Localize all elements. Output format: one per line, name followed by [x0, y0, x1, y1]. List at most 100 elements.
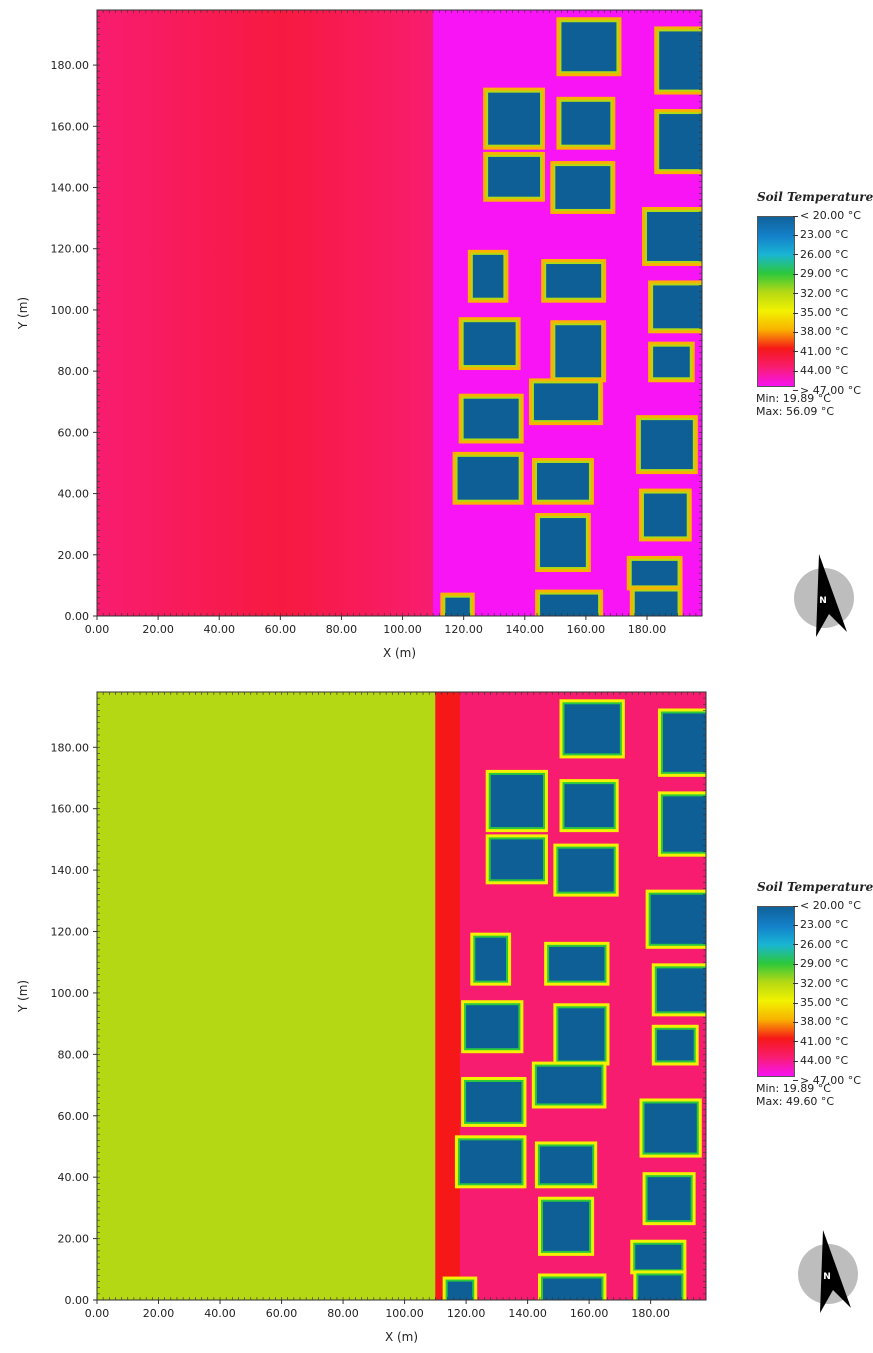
- legend-2: Soil Temperature < 20.00 °C 23.00 °C 26.00…: [752, 880, 873, 1108]
- x-tick-label: 100.00: [383, 623, 422, 636]
- plot-frame: [96, 691, 707, 1301]
- building: [638, 1275, 682, 1300]
- building: [472, 254, 504, 298]
- north-arrow-icon: N: [794, 554, 854, 637]
- x-tick-label: 60.00: [266, 1307, 298, 1320]
- building: [463, 322, 516, 366]
- street-band: [433, 10, 458, 616]
- building: [540, 518, 586, 568]
- legend-title: Soil Temperature: [757, 880, 873, 894]
- building: [644, 1103, 697, 1153]
- y-tick-label: 60.00: [58, 1110, 90, 1123]
- y-axis-title: Y (m): [16, 980, 30, 1013]
- building: [555, 325, 602, 378]
- building: [561, 22, 617, 72]
- open-area-shading: [97, 692, 436, 1300]
- y-tick-label: 160.00: [51, 120, 90, 133]
- y-tick-label: 140.00: [51, 182, 90, 195]
- building: [546, 264, 602, 298]
- x-axis-title: X (m): [385, 1330, 418, 1344]
- y-axis-title: Y (m): [16, 297, 30, 330]
- building: [564, 784, 614, 828]
- y-tick-label: 40.00: [58, 488, 90, 501]
- legend-label: < 20.00 °C: [793, 900, 861, 912]
- color-bar: [757, 906, 795, 1077]
- legend-label: 26.00 °C: [793, 248, 848, 261]
- legend-label: 29.00 °C: [793, 268, 848, 280]
- x-tick-label: 40.00: [203, 623, 235, 636]
- building: [650, 894, 706, 944]
- y-tick-label: 180.00: [51, 741, 90, 754]
- map-panel-2: 0.00 20.00 40.00 60.00 80.00 100.00 120.00 140.…: [0, 676, 873, 1353]
- x-tick-label: 0.00: [85, 623, 110, 636]
- y-tick-label: 0.00: [65, 1294, 90, 1307]
- building: [542, 1201, 590, 1251]
- y-tick-label: 60.00: [58, 426, 90, 439]
- building: [539, 1146, 593, 1184]
- building: [457, 456, 519, 500]
- legend-label: 29.00 °C: [793, 958, 848, 970]
- x-tick-label: 80.00: [327, 1307, 359, 1320]
- heatmap-plot-2: 0.00 20.00 40.00 60.00 80.00 100.00 120.00 140.…: [16, 691, 707, 1344]
- building: [662, 713, 706, 772]
- building: [466, 1081, 522, 1122]
- map-panel-1: 0.00 20.00 40.00 60.00 80.00 100.00 120.00 140.…: [0, 0, 873, 676]
- x-tick-label: 80.00: [326, 623, 358, 636]
- legend-label: 23.00 °C: [793, 919, 848, 931]
- y-tick-label: 80.00: [58, 1048, 90, 1061]
- building: [558, 1008, 605, 1061]
- building: [558, 848, 614, 892]
- legend-label: 41.00 °C: [793, 345, 848, 358]
- heatmap-plot-1: 0.00 20.00 40.00 60.00 80.00 100.00 120.00 140.…: [16, 9, 703, 660]
- x-tick-label: 120.00: [447, 1307, 486, 1320]
- x-tick-label: 180.00: [631, 1307, 670, 1320]
- legend-label: 35.00 °C: [793, 997, 848, 1009]
- x-axis-title: X (m): [383, 646, 416, 660]
- building: [656, 968, 706, 1012]
- legend-label: > 47.00 °C: [793, 1074, 861, 1087]
- building: [634, 591, 678, 616]
- building: [536, 1066, 602, 1104]
- y-tick-label: 20.00: [58, 1233, 90, 1246]
- max-value: Max: 49.60 °C: [756, 1095, 835, 1108]
- legend-label: < 20.00 °C: [793, 210, 861, 222]
- building: [488, 92, 541, 145]
- building: [662, 796, 706, 852]
- building: [561, 101, 611, 145]
- y-tick-label: 0.00: [65, 610, 90, 623]
- legend-label: 32.00 °C: [793, 287, 848, 300]
- building: [549, 946, 605, 981]
- building: [542, 1278, 602, 1300]
- building: [459, 1140, 522, 1184]
- y-tick-label: 160.00: [51, 803, 90, 816]
- building: [647, 1177, 691, 1221]
- building: [653, 346, 690, 378]
- building: [656, 1029, 694, 1061]
- building: [643, 493, 687, 537]
- y-tick-label: 100.00: [51, 987, 90, 1000]
- building: [490, 774, 543, 828]
- legend-label: 35.00 °C: [793, 307, 848, 319]
- color-scale: < 20.00 °C 23.00 °C 26.00 °C 29.00 °C 32.00 …: [752, 900, 870, 1086]
- x-tick-label: 180.00: [628, 623, 667, 636]
- legend-label: 26.00 °C: [793, 938, 848, 951]
- north-label: N: [823, 1272, 831, 1282]
- building: [445, 597, 470, 616]
- x-tick-label: 160.00: [570, 1307, 609, 1320]
- building: [659, 114, 702, 170]
- y-tick-label: 40.00: [58, 1171, 90, 1184]
- legend-label: 44.00 °C: [793, 1055, 848, 1067]
- legend-label: 38.00 °C: [793, 1016, 848, 1028]
- color-bar: [757, 216, 795, 387]
- building: [564, 704, 620, 754]
- building: [447, 1281, 473, 1300]
- y-tick-label: 120.00: [51, 243, 90, 256]
- heatmap-field: [97, 692, 706, 1300]
- north-label: N: [819, 596, 827, 606]
- y-tick-label: 80.00: [58, 365, 90, 378]
- building: [466, 1005, 519, 1049]
- y-tick-label: 120.00: [51, 926, 90, 939]
- x-tick-label: 20.00: [143, 1307, 175, 1320]
- legend-label: 41.00 °C: [793, 1035, 848, 1048]
- building: [463, 398, 519, 439]
